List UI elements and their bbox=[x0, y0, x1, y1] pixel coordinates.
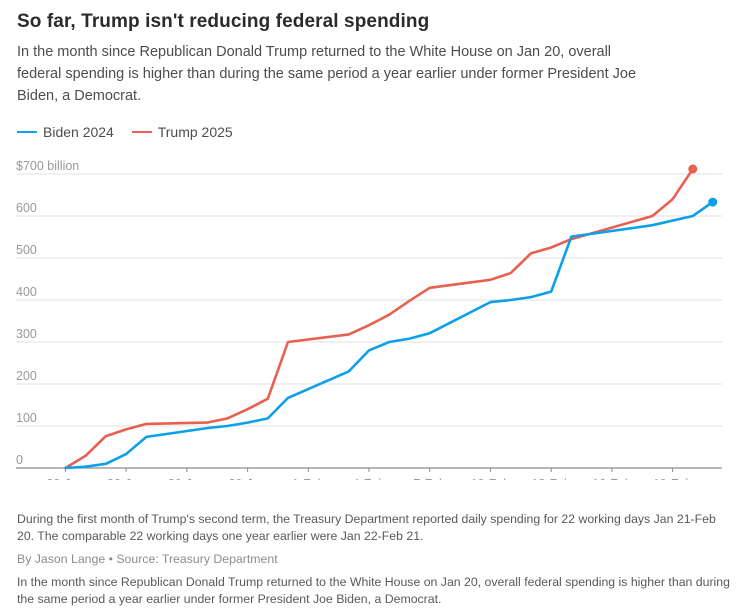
svg-text:600: 600 bbox=[16, 201, 37, 215]
svg-text:10-Feb: 10-Feb bbox=[471, 477, 511, 480]
svg-text:400: 400 bbox=[16, 285, 37, 299]
svg-text:29-Jan: 29-Jan bbox=[228, 477, 266, 480]
svg-text:4-Feb: 4-Feb bbox=[353, 477, 386, 480]
svg-text:0: 0 bbox=[16, 453, 23, 467]
svg-text:300: 300 bbox=[16, 327, 37, 341]
svg-text:16-Feb: 16-Feb bbox=[592, 477, 632, 480]
svg-text:7-Feb: 7-Feb bbox=[413, 477, 446, 480]
svg-text:1-Feb: 1-Feb bbox=[292, 477, 325, 480]
svg-text:100: 100 bbox=[16, 411, 37, 425]
svg-text:200: 200 bbox=[16, 369, 37, 383]
svg-text:20-Jan: 20-Jan bbox=[46, 477, 84, 480]
svg-text:26-Jan: 26-Jan bbox=[168, 477, 206, 480]
svg-text:13-Feb: 13-Feb bbox=[531, 477, 571, 480]
svg-text:$700 billion: $700 billion bbox=[16, 160, 79, 173]
svg-text:500: 500 bbox=[16, 243, 37, 257]
svg-text:19-Feb: 19-Feb bbox=[653, 477, 693, 480]
svg-text:23-Jan: 23-Jan bbox=[107, 477, 145, 480]
